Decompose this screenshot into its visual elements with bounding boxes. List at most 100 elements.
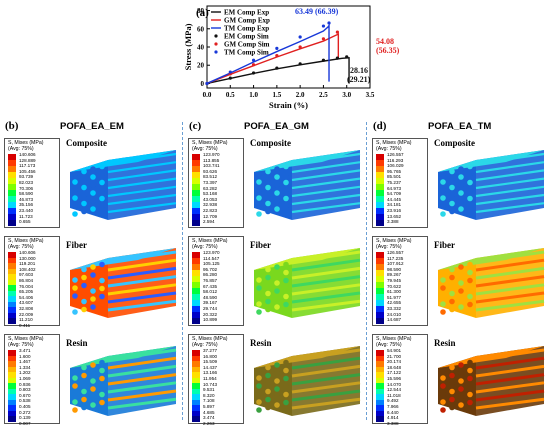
fiber-stripe — [107, 373, 177, 386]
fiber-stripe — [475, 202, 545, 214]
fiber-cross-section — [99, 383, 105, 390]
panel-title: POFA_EA_GM — [244, 121, 309, 132]
legend-title-line: (Avg: 75%) — [8, 146, 34, 152]
fiber-stripe — [475, 291, 545, 304]
fiber-cross-section — [99, 367, 105, 374]
fiber-cross-section — [458, 182, 464, 188]
color-scale-step — [8, 257, 16, 264]
fiber-cross-section — [72, 407, 78, 413]
fiber-cross-section — [90, 206, 96, 212]
x-tick-label: 0.0 — [203, 91, 212, 99]
legend-value: 9.531 — [203, 387, 215, 393]
fiber-cross-section — [72, 391, 78, 397]
legend-value: 44.445 — [387, 196, 402, 202]
legend-value: 85.501 — [387, 174, 402, 180]
legend-value: 3.474 — [203, 415, 215, 421]
series-line-em-comp-exp — [206, 57, 350, 85]
color-scale-step — [376, 184, 384, 190]
x-tick-label: 1.5 — [272, 91, 281, 99]
series-line-tm-comp-exp — [206, 23, 330, 85]
fiber-cross-section — [256, 383, 262, 389]
legend-value: 123.970 — [203, 250, 220, 255]
legend-value: 83.512 — [203, 174, 218, 180]
color-scale-step — [8, 312, 16, 319]
color-scale-step — [192, 372, 200, 378]
fiber-cross-section — [72, 285, 78, 291]
fiber-cross-section — [283, 367, 289, 374]
fiber-stripe — [107, 397, 177, 410]
fiber-cross-section — [449, 290, 455, 297]
color-scale-step — [376, 350, 384, 356]
fiber-cross-section — [274, 182, 280, 188]
color-scale-step — [376, 312, 384, 318]
fiber-cross-section — [283, 269, 289, 276]
fiber-cross-section — [274, 264, 280, 270]
fiber-cross-section — [458, 206, 464, 212]
row-label-composite: Composite — [250, 138, 291, 148]
color-scale-step — [376, 270, 384, 276]
series-point-gm-comp-sim — [298, 45, 302, 49]
legend-values: 123.970 113.855 103.741 93.626 83.512 73.397 6… — [203, 152, 220, 225]
panel-label: (b) — [5, 120, 19, 132]
color-scale-step — [8, 279, 16, 286]
color-scale-step — [8, 405, 16, 411]
fiber-stripe — [107, 177, 177, 190]
color-scale-step — [376, 258, 384, 264]
stress-strain-chart: (a) 0.0 0.5 1.0 1.5 2.0 2.5 3.0 3.5 0 20 40 60 80 Stra… — [183, 5, 400, 110]
fiber-cross-section — [265, 208, 271, 215]
color-scale-step — [376, 366, 384, 373]
color-scale-step — [192, 288, 200, 294]
legend-value: 65.205 — [19, 289, 34, 295]
legend-value: 9.492 — [387, 398, 399, 404]
legend-value: 126.557 — [387, 152, 404, 157]
fiber-cross-section — [256, 179, 262, 185]
fiber-stripe — [475, 177, 545, 190]
fiber-cross-section — [90, 198, 96, 204]
stress-legend: S, Mises (MPa) (Avg: 75%) 140.606 128.889 11… — [4, 138, 60, 228]
color-scale-step — [376, 282, 384, 288]
legend-entry: TM Comp Sim — [224, 49, 269, 57]
color-scale-step — [376, 172, 384, 178]
color-scale-step — [192, 383, 200, 389]
fiber-cross-section — [72, 367, 78, 373]
color-scale-step — [376, 220, 384, 226]
color-scale-step — [8, 318, 16, 324]
color-scale-step — [376, 416, 384, 422]
fiber-cross-section — [72, 269, 78, 275]
fiber-cross-section — [449, 306, 455, 313]
fiber-cross-section — [449, 274, 455, 281]
fiber-stripe — [107, 275, 177, 288]
fiber-cross-section — [72, 301, 78, 307]
model-face — [438, 356, 476, 416]
color-scale-step — [376, 166, 384, 172]
color-scale-step — [192, 160, 200, 166]
x-tick-label: 2.5 — [319, 91, 328, 99]
series-point-tm-comp-sim — [251, 58, 256, 62]
legend-title-line: S, Mises (MPa) — [192, 140, 228, 146]
fiber-cross-section — [440, 407, 446, 413]
legend-value: 4.914 — [387, 415, 399, 421]
y-tick-label: 60 — [197, 25, 205, 33]
color-scale-step — [8, 361, 16, 367]
color-scale-step — [376, 196, 384, 202]
y-tick-label: 0 — [201, 80, 205, 88]
series-point-tm-comp-sim — [275, 46, 279, 50]
fiber-cross-section — [81, 388, 87, 395]
fiber-cross-section — [81, 200, 87, 207]
fiber-stripe — [475, 381, 545, 394]
legend-value: 23.440 — [19, 207, 34, 213]
legend-value: 7.966 — [387, 403, 399, 409]
legend-value: 86.804 — [19, 277, 34, 283]
fiber-cross-section — [440, 375, 446, 381]
fiber-cross-section — [458, 362, 464, 368]
fiber-cross-section — [81, 364, 87, 371]
color-scale-step — [192, 220, 200, 226]
fiber-stripe — [291, 250, 361, 264]
model-face — [70, 258, 108, 318]
legend-value: 8.320 — [203, 392, 215, 398]
legend-value: 42.655 — [387, 300, 402, 306]
fiber-stripe — [107, 250, 177, 264]
color-scale-step — [8, 160, 16, 166]
stress-legend: S, Mises (MPa) (Avg: 75%) 140.606 130.000 11… — [4, 236, 60, 328]
x-tick-label: 3.5 — [366, 91, 375, 99]
